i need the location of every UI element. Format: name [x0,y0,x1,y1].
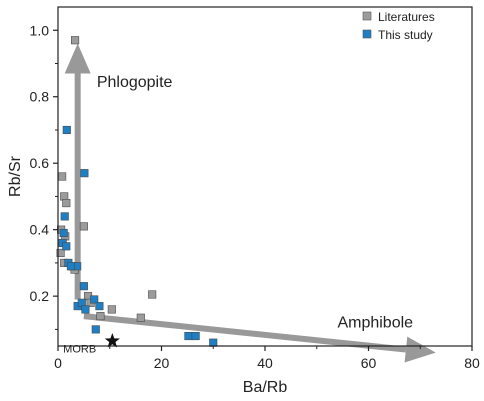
y-axis-ticks: 0.2 0.4 0.6 0.8 1.0 [30,22,58,330]
x-axis-ticks: 0 20 40 60 80 [54,346,480,371]
legend: Literatures This study [362,10,435,42]
point-this-study [184,331,193,341]
point-this-study [59,228,68,238]
x-tick-label: 80 [464,355,480,371]
x-tick-label: 40 [257,355,273,371]
point-literatures [107,305,116,314]
annotation-amphibole: Amphibole [337,315,413,332]
x-tick-label: 60 [361,355,377,371]
point-this-study [60,212,69,221]
legend-label-literatures: Literatures [378,10,435,24]
y-tick-label: 0.2 [30,288,50,304]
annotation-morb: MORB [63,344,96,356]
legend-swatch-literatures [362,11,372,21]
y-tick-label: 0.8 [30,89,50,105]
point-this-study [95,302,104,311]
point-literatures [79,222,88,231]
point-literatures [71,36,80,45]
point-this-study [80,169,89,178]
y-tick-label: 1.0 [30,22,50,38]
axes [57,6,473,347]
point-this-study [90,295,99,304]
point-literatures [62,199,71,208]
morb-star-marker [104,333,120,348]
point-this-study [66,262,75,271]
annotation-phlogopite: Phlogopite [97,74,173,91]
point-this-study [91,325,100,334]
point-literatures [148,290,157,299]
legend-swatch-this-study [362,29,372,39]
y-tick-label: 0.4 [30,222,50,238]
data-points [56,36,218,347]
point-literatures [136,313,145,322]
y-tick-label: 0.6 [30,155,50,171]
point-this-study [81,305,90,314]
y-axis-label: Rb/Sr [7,155,24,197]
trend-arrow-head [64,43,91,74]
trend-arrow-head [404,336,436,363]
x-axis-label: Ba/Rb [243,379,288,396]
point-literatures [58,172,67,181]
legend-label-this-study: This study [378,28,433,42]
point-this-study [79,282,88,291]
plot-frame [57,6,473,347]
point-this-study [191,331,200,341]
point-this-study [62,125,71,135]
x-tick-label: 20 [154,355,170,371]
x-tick-label: 0 [54,355,62,371]
point-this-study [62,242,71,251]
point-this-study [209,338,218,347]
point-literatures [96,312,105,321]
point-literatures [56,248,65,257]
